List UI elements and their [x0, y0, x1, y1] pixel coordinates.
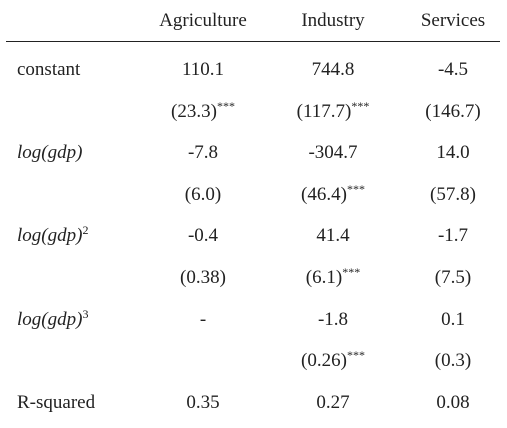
row-label: log(gdp)2: [17, 223, 89, 247]
cell-value: 0.08: [436, 391, 470, 413]
cell-value: -4.5: [437, 59, 469, 80]
column-header: Services: [420, 10, 486, 31]
table-cell: 110.1: [182, 59, 224, 81]
cell-value: (146.7): [425, 100, 481, 122]
cell-value: (0.26): [301, 350, 347, 372]
label-text: R-squared: [17, 391, 96, 413]
header-rule: [6, 41, 500, 42]
cell-value: -0.4: [187, 225, 219, 247]
table-cell: (0.26)***: [301, 348, 365, 372]
table-cell: -: [200, 309, 206, 331]
table-cell: (23.3)***: [171, 98, 235, 123]
cell-value: 0.27: [316, 391, 350, 413]
table-cell: -7.8: [188, 142, 218, 164]
cell-value: 41.4: [316, 225, 350, 247]
cell-value: 744.8: [311, 59, 355, 80]
table-cell: 0.27: [316, 392, 349, 414]
row-label: R-squared: [17, 392, 95, 414]
table-cell: (0.38): [180, 267, 226, 289]
cell-value: (0.38): [180, 267, 226, 288]
significance-stars: ***: [346, 348, 365, 363]
label-text: log(gdp): [17, 308, 83, 330]
significance-stars: ***: [346, 181, 365, 196]
label-text: log(gdp): [17, 225, 83, 247]
table-cell: -1.7: [438, 225, 468, 247]
table-cell: -304.7: [308, 142, 357, 164]
significance-stars: ***: [351, 98, 370, 113]
cell-value: 14.0: [436, 142, 470, 164]
label-text: log(gdp): [17, 142, 83, 164]
table-cell: -4.5: [438, 59, 468, 81]
cell-value: (46.4): [301, 183, 347, 205]
significance-stars: ***: [216, 98, 235, 113]
table-cell: (117.7)***: [296, 98, 370, 123]
table-cell: (46.4)***: [301, 181, 365, 206]
cell-value: -304.7: [308, 142, 358, 164]
cell-value: -: [199, 308, 207, 330]
table-cell: (7.5): [435, 267, 471, 289]
cell-value: -1.8: [317, 308, 349, 330]
cell-value: (23.3): [171, 100, 217, 122]
table-cell: (0.3): [435, 350, 471, 372]
cell-value: -1.7: [437, 225, 469, 247]
cell-value: (0.3): [434, 350, 472, 372]
cell-value: 0.35: [186, 391, 220, 413]
cell-value: (6.0): [184, 183, 222, 205]
table-cell: 0.08: [436, 392, 469, 414]
table-cell: 41.4: [316, 225, 349, 247]
column-header: Agriculture: [159, 10, 247, 31]
table-cell: 0.35: [186, 392, 219, 414]
table-cell: 0.1: [441, 309, 465, 331]
cell-value: 0.1: [441, 308, 465, 330]
table-cell: -0.4: [188, 225, 218, 247]
exponent: 2: [82, 223, 89, 238]
table-cell: (6.1)***: [305, 265, 361, 289]
column-header: Industry: [301, 10, 365, 31]
table-cell: (146.7): [425, 101, 480, 123]
row-label: constant: [17, 59, 80, 81]
cell-value: (6.1): [305, 267, 343, 288]
cell-value: (117.7): [296, 100, 352, 122]
table-cell: (6.0): [185, 184, 221, 206]
cell-value: (7.5): [434, 267, 472, 288]
row-label: log(gdp)3: [17, 306, 89, 331]
table-cell: -1.8: [318, 309, 348, 331]
exponent: 3: [82, 306, 89, 321]
table-cell: (57.8): [430, 184, 476, 206]
table-cell: 14.0: [436, 142, 469, 164]
cell-value: -7.8: [187, 142, 219, 164]
table-cell: 744.8: [312, 59, 355, 81]
significance-stars: ***: [342, 265, 361, 279]
cell-value: (57.8): [430, 183, 476, 205]
row-label: log(gdp): [17, 142, 82, 164]
label-text: constant: [17, 59, 81, 80]
cell-value: 110.1: [181, 59, 225, 80]
